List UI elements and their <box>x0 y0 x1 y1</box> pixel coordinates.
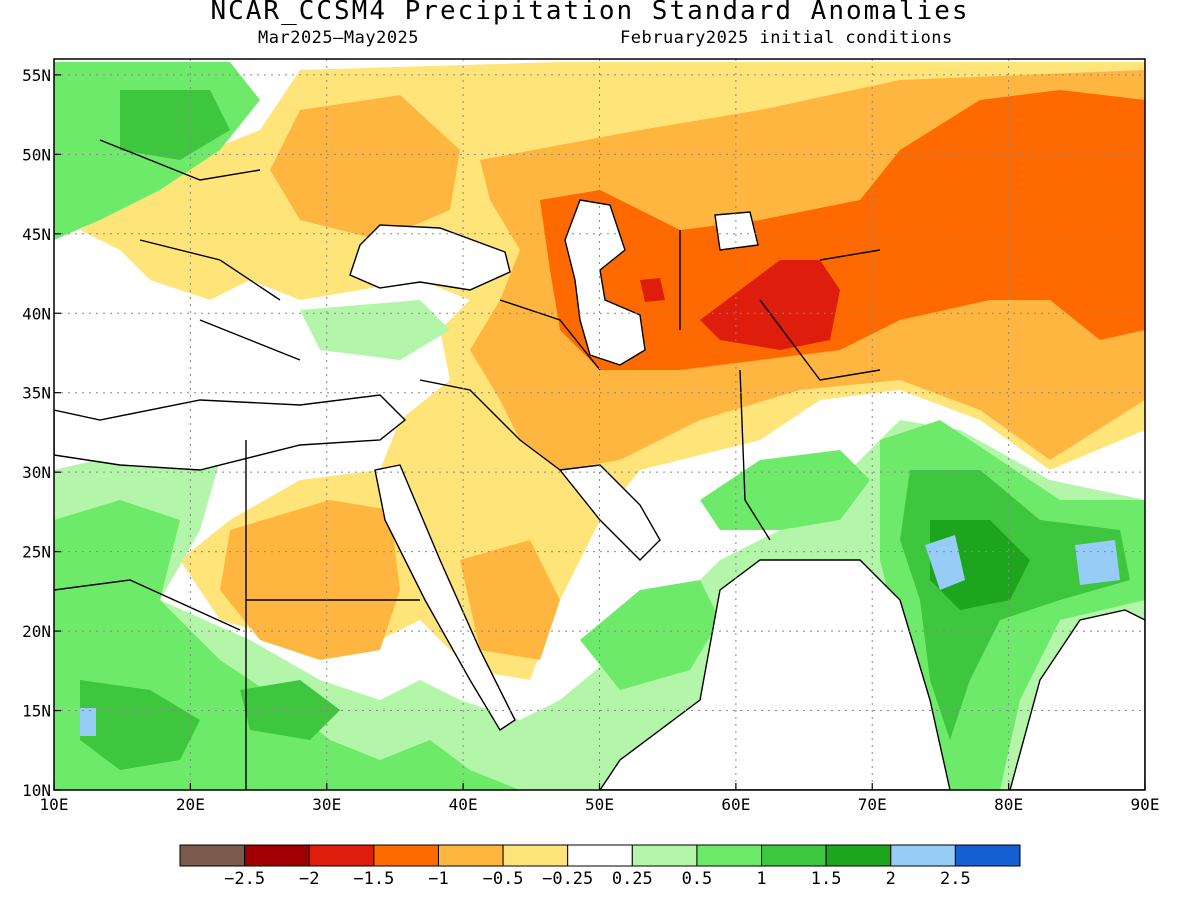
lat-tick-label: 25N <box>22 543 51 562</box>
colorbar-swatch <box>954 844 1021 867</box>
lon-tick-label: 30E <box>312 795 341 814</box>
europe-borders <box>99 139 301 361</box>
colorbar-label: −2 <box>299 869 319 889</box>
map-axes: 10E 20E 30E 40E 50E 60E 70E 80E 90E 10N 15N 20N 25N 3… <box>22 66 1159 814</box>
colorbar-label: 2.5 <box>940 869 971 889</box>
lon-tick-label: 60E <box>721 795 750 814</box>
wet-anomaly-europe-inner <box>120 90 230 160</box>
forecast-period: Mar2025–May2025 <box>258 28 420 48</box>
aral-sea-outline <box>714 211 759 251</box>
dry-anomaly-half-arabia2 <box>460 540 560 660</box>
colorbar-swatch <box>567 844 633 867</box>
colorbar-swatch <box>761 844 827 867</box>
wet-anomaly-oman <box>580 580 720 690</box>
initial-conditions: February2025 initial conditions <box>620 28 953 48</box>
lon-tick-label: 40E <box>449 795 478 814</box>
lon-tick-label: 70E <box>858 795 887 814</box>
lat-tick-label: 10N <box>22 781 51 800</box>
colorbar-label: 2 <box>886 869 896 889</box>
lat-tick-label: 50N <box>22 145 51 164</box>
colorbar-swatch <box>437 844 504 867</box>
wet-anomaly-turkey <box>300 300 450 360</box>
colorbar: −2.5 −2 −1.5 −1 −0.5 −0.25 0.25 0.5 1 1.5 2 2.5 <box>179 844 1021 889</box>
colorbar-label: −1.5 <box>353 869 394 889</box>
colorbar-swatch <box>179 844 246 867</box>
dry-anomaly-half-west <box>270 95 460 240</box>
wet-anomaly-peak-africa <box>80 708 96 736</box>
lon-tick-label: 20E <box>176 795 205 814</box>
lat-tick-label: 45N <box>22 225 51 244</box>
colorbar-swatch <box>631 844 698 867</box>
arabian-sea-outline <box>599 559 951 790</box>
wet-anomaly-peak-bengal <box>1075 540 1120 585</box>
lat-tick-label: 40N <box>22 304 51 323</box>
colorbar-label: 0.25 <box>612 869 653 889</box>
dry-anomaly-half-arabia <box>220 500 400 660</box>
wet-anomaly-africa-strong <box>80 680 200 770</box>
lon-tick-label: 80E <box>994 795 1023 814</box>
colorbar-label: 1.5 <box>811 869 842 889</box>
lon-tick-label: 50E <box>585 795 614 814</box>
lon-tick-label: 90E <box>1131 795 1160 814</box>
lat-tick-label: 30N <box>22 463 51 482</box>
middle-east-borders <box>419 230 881 541</box>
colorbar-label: −2.5 <box>224 869 265 889</box>
lat-tick-label: 35N <box>22 384 51 403</box>
lat-tick-label: 20N <box>22 622 51 641</box>
colorbar-swatch <box>696 844 763 867</box>
red-sea-outline <box>374 464 516 731</box>
african-border <box>54 440 420 790</box>
colorbar-label: −0.5 <box>483 869 524 889</box>
lat-tick-label: 55N <box>22 66 51 85</box>
caspian-sea-outline <box>564 199 646 366</box>
lon-tick-label: 10E <box>40 795 69 814</box>
graticule <box>54 59 1145 790</box>
colorbar-swatch <box>825 844 892 867</box>
bay-of-bengal-outline <box>1009 609 1145 790</box>
colorbar-label: 1 <box>756 869 766 889</box>
colorbar-swatch <box>373 844 439 867</box>
coastlines <box>54 139 1145 790</box>
colorbar-swatch <box>502 844 569 867</box>
colorbar-swatch <box>890 844 956 867</box>
map-title: NCAR_CCSM4 Precipitation Standard Anomal… <box>210 0 970 26</box>
colorbar-label: 0.5 <box>682 869 713 889</box>
mediterranean-outline <box>54 394 407 471</box>
wet-anomaly-pakistan <box>700 450 870 530</box>
wet-anomaly-sudan <box>240 680 340 740</box>
dry-anomaly-one <box>540 90 1145 370</box>
lat-tick-label: 15N <box>22 702 51 721</box>
colorbar-label: −0.25 <box>542 869 593 889</box>
colorbar-label: −1 <box>428 869 448 889</box>
black-sea-outline <box>349 224 511 291</box>
dry-anomaly-strong <box>700 260 840 350</box>
colorbar-swatch <box>244 844 310 867</box>
colorbar-swatch <box>308 844 375 867</box>
wet-anomaly-peak-india <box>925 535 965 590</box>
dry-anomaly-strong-caspian <box>640 278 665 302</box>
